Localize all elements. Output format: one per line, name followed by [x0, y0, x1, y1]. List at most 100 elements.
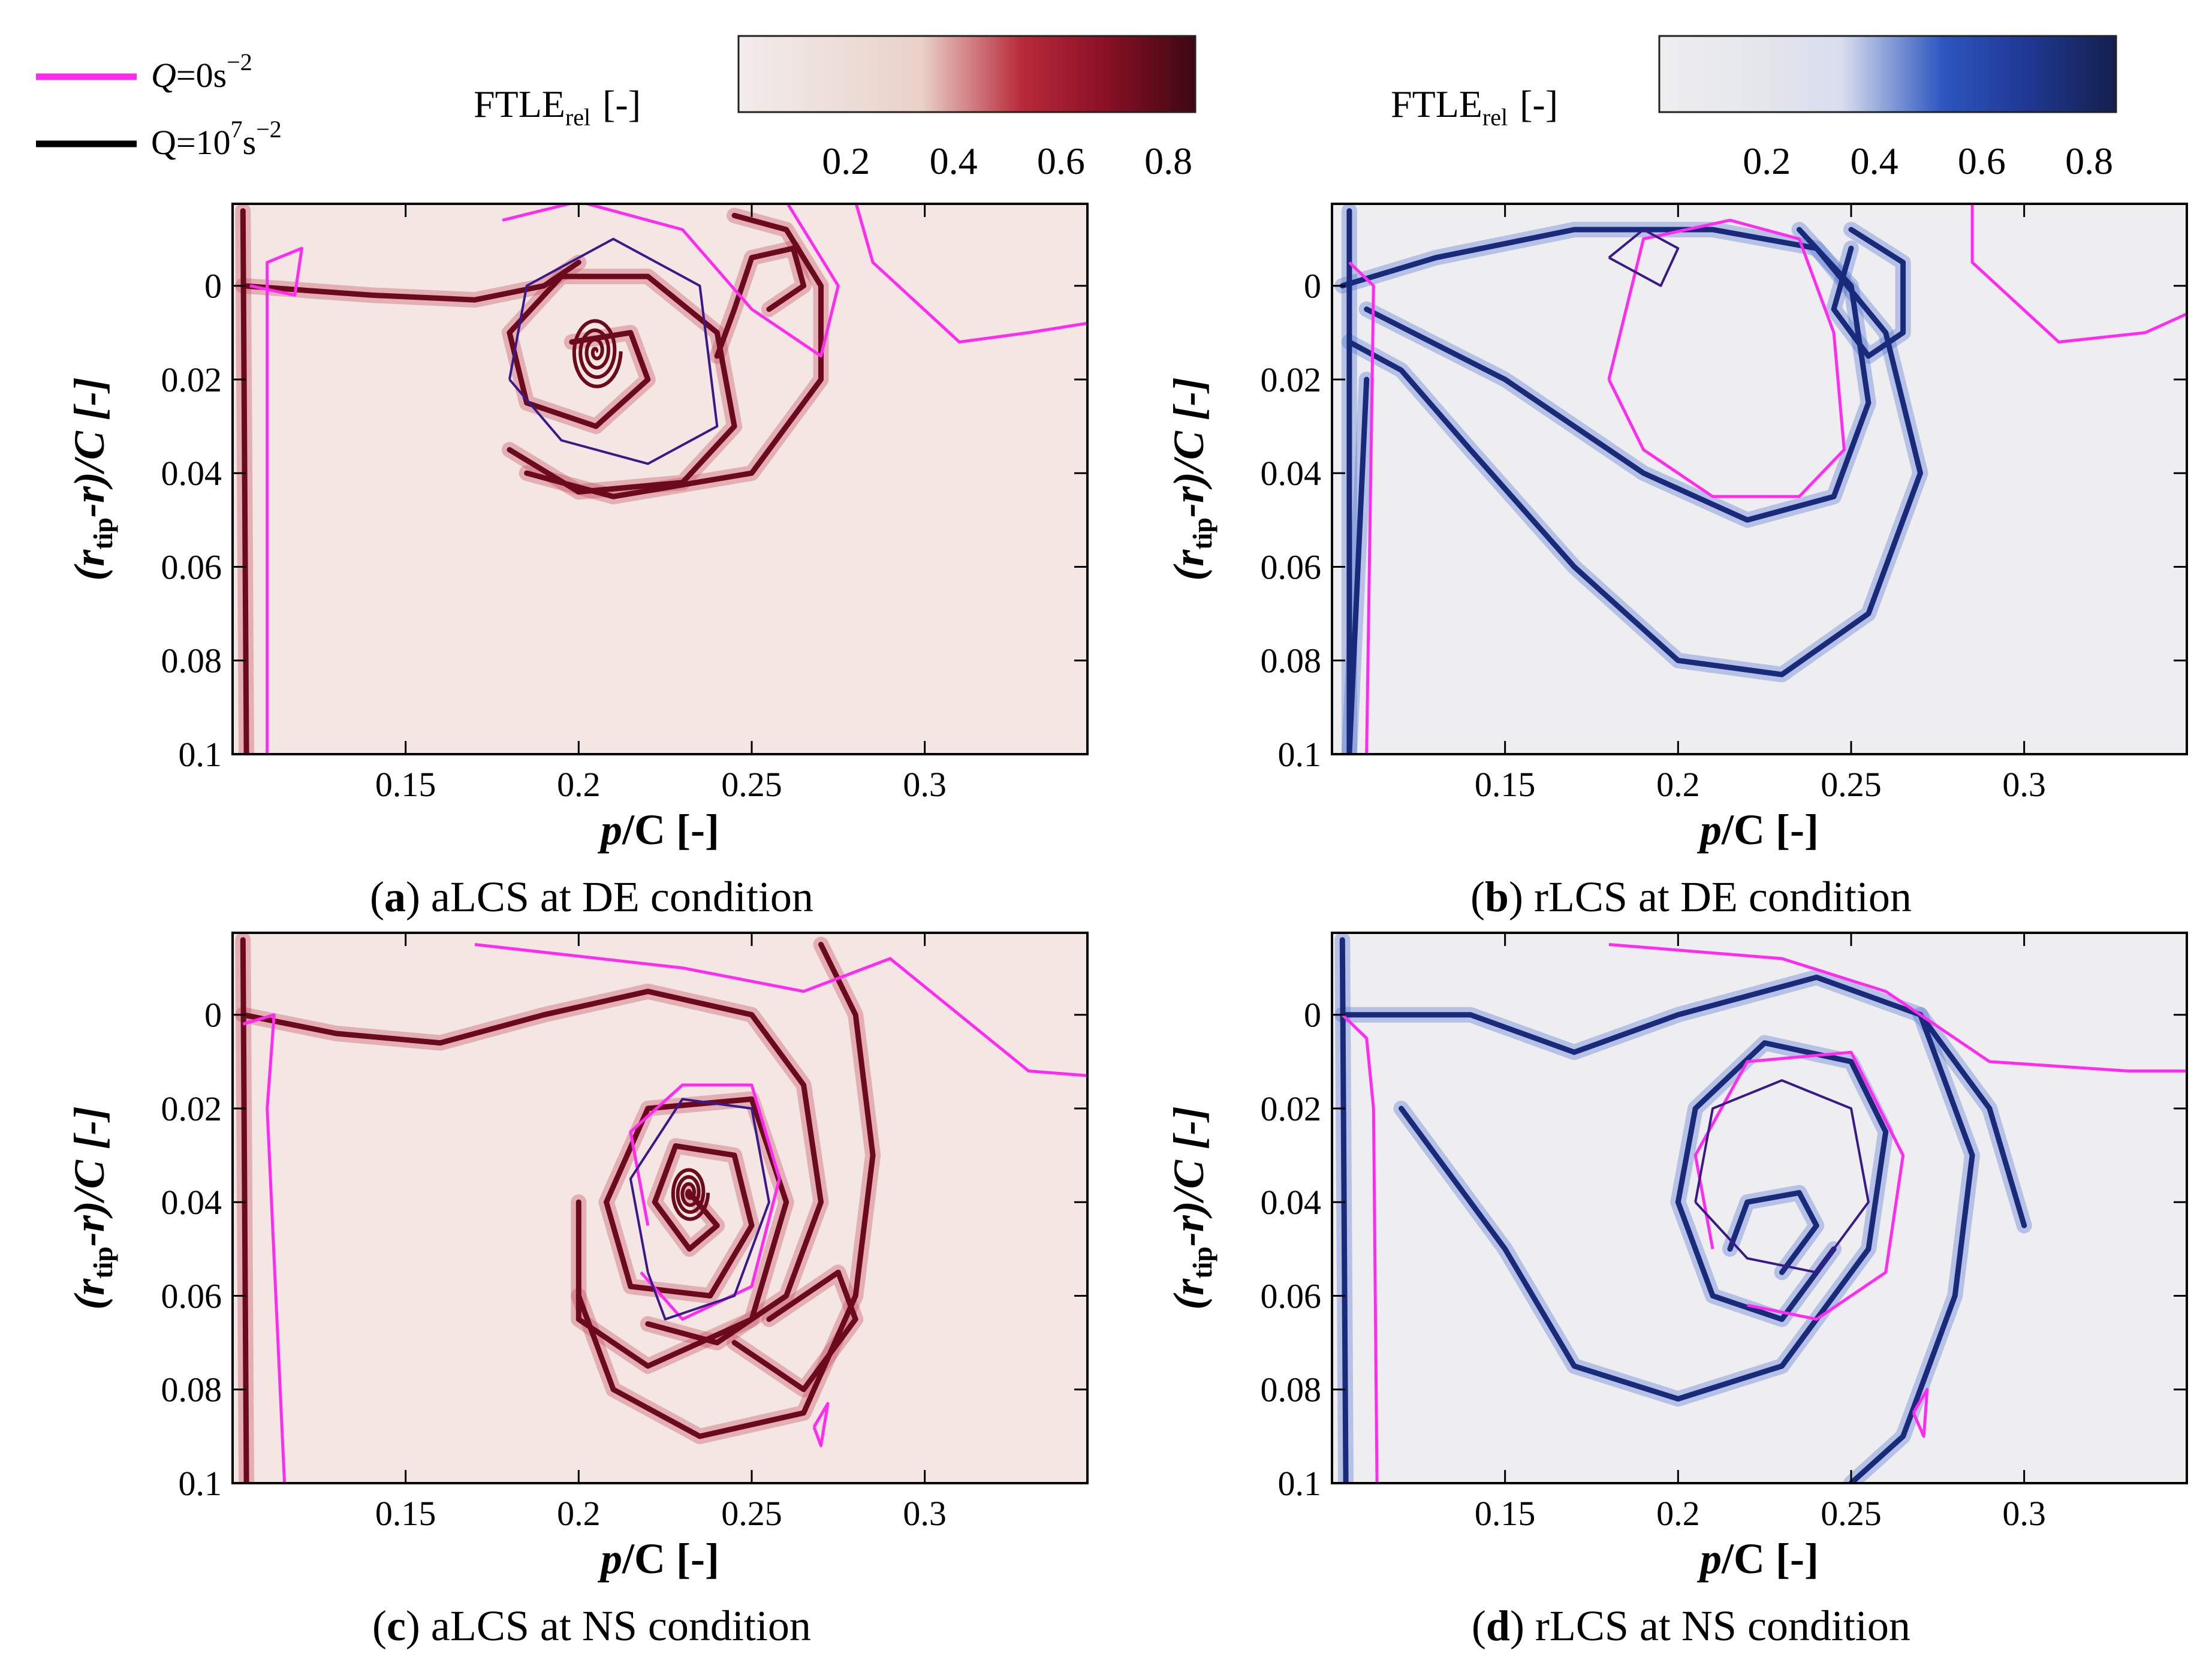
x-tick-label: 0.15: [1475, 765, 1536, 804]
x-tick-label: 0.3: [903, 1494, 947, 1533]
panels: 0.15 0.2 0.25 0.3 0 0.02 0.04 0.06 0.08 0.1 p/C [-…: [65, 203, 2188, 1650]
colorbar-red: FTLErel [-] 0.2 0.4 0.6 0.8: [474, 35, 1197, 182]
x-tick-label: 0.2: [557, 1494, 601, 1533]
ftle-ridge: [1831, 227, 1906, 359]
ftle-field: [1334, 204, 2187, 754]
q-zero-contour: [1341, 1013, 1379, 1483]
panel-caption: (b) rLCS at DE condition: [1470, 873, 1912, 921]
colorbar-red-label: FTLErel [-]: [474, 83, 641, 131]
q-zero-contour: [854, 204, 1087, 344]
x-tick-label: 0.25: [721, 765, 782, 804]
ftle-ridge: [1727, 1190, 1819, 1275]
y-tick-label: 0.08: [161, 641, 222, 680]
x-tick-label: 0.15: [1475, 1494, 1536, 1533]
x-tick-label: 0.25: [1821, 1494, 1882, 1533]
q-zero-contour: [1607, 218, 1846, 498]
ftle-field: [235, 933, 1087, 1483]
x-tick-label: 0.15: [375, 1494, 436, 1533]
colorbar-blue-bar: [1658, 35, 2117, 113]
x-tick-label: 0.2: [1656, 765, 1700, 804]
x-tick-label: 0.15: [375, 765, 436, 804]
y-tick-label: 0.04: [1261, 454, 1322, 493]
panel-caption: (d) rLCS at NS condition: [1472, 1602, 1910, 1650]
y-tick-label: 0.08: [1261, 1370, 1322, 1409]
colorbar-red-tick: 0.6: [1037, 140, 1085, 182]
y-tick-label: 0: [204, 267, 222, 306]
y-tick-label: 0.1: [1278, 735, 1322, 774]
ftle-ridge: [1339, 227, 1923, 677]
ftle-ridge: [240, 989, 824, 1346]
x-tick-label: 0.25: [721, 1494, 782, 1533]
q-high-contour: [508, 237, 719, 465]
x-tick-label: 0.25: [1821, 765, 1882, 804]
ftle-ridge: [240, 260, 581, 303]
y-tick-label: 0.02: [1261, 360, 1322, 399]
ftle-ridge: [524, 213, 824, 499]
y-tick-label: 0.06: [1261, 1276, 1322, 1315]
panel-d: 0.15 0.2 0.25 0.3 0 0.02 0.04 0.06 0.08 0.1 p/C [-…: [1165, 932, 2188, 1650]
panel-b: 0.15 0.2 0.25 0.3 0 0.02 0.04 0.06 0.08 0.1 p/C [-…: [1165, 203, 2188, 921]
ftle-ridge: [240, 208, 249, 754]
ftle-ridge: [1339, 937, 1349, 1483]
colorbar-blue-tick: 0.4: [1851, 140, 1898, 182]
y-axis-label: (rtip-r)/C [-]: [1165, 1106, 1217, 1310]
panel-a: 0.15 0.2 0.25 0.3 0 0.02 0.04 0.06 0.08 0.1 p/C [-…: [65, 203, 1089, 921]
colorbar-red-bar: [737, 35, 1197, 113]
x-tick-label: 0.3: [903, 765, 947, 804]
ftle-field: [235, 204, 1087, 754]
plot-frame: [231, 203, 1089, 755]
y-tick-label: 0.02: [1261, 1089, 1322, 1128]
colorbar-blue-tick: 0.6: [1958, 140, 2006, 182]
colorbar-red-tick: 0.8: [1144, 140, 1192, 182]
q-zero-contour: [629, 1083, 781, 1321]
y-axis-label: (rtip-r)/C [-]: [1165, 377, 1217, 581]
y-tick-label: 0.06: [161, 547, 222, 586]
plot-frame: [1331, 203, 2188, 755]
y-axis-label: (rtip-r)/C [-]: [65, 377, 118, 581]
q-legend: Q=0s−2 Q=107s−2: [36, 49, 282, 162]
x-tick-label: 0.2: [1656, 1494, 1700, 1533]
y-tick-label: 0.08: [1261, 641, 1322, 680]
panel-caption: (c) aLCS at NS condition: [372, 1602, 811, 1650]
panel-caption: (a) aLCS at DE condition: [370, 873, 813, 921]
vortex-core-spiral: [671, 1168, 710, 1221]
x-axis-label: p/C [-]: [1696, 1535, 1819, 1583]
y-tick-label: 0.06: [1261, 547, 1322, 586]
y-tick-label: 0.08: [161, 1370, 222, 1409]
q-zero-contour: [1608, 943, 2187, 1072]
vortex-core-spiral: [572, 319, 623, 388]
legend-label-q1: Q=107s−2: [151, 116, 282, 162]
q-zero-contour: [812, 1402, 830, 1447]
ftle-ridge: [714, 245, 807, 359]
plot-frame: [1331, 932, 2188, 1484]
y-tick-label: 0: [204, 996, 222, 1035]
y-tick-label: 0.04: [161, 1183, 222, 1222]
y-tick-label: 0.06: [161, 1276, 222, 1315]
q-zero-contour: [242, 1013, 287, 1483]
x-tick-label: 0.3: [2002, 1494, 2046, 1533]
y-axis-label: (rtip-r)/C [-]: [65, 1106, 118, 1310]
ftle-ridge: [731, 1269, 858, 1393]
y-tick-label: 0.02: [161, 1089, 222, 1128]
q-high-contour: [629, 1098, 770, 1321]
panel-c: 0.15 0.2 0.25 0.3 0 0.02 0.04 0.06 0.08 0.1 p/C [-…: [65, 932, 1089, 1650]
q-zero-contour: [1912, 1388, 1929, 1438]
ftle-ridge: [240, 937, 249, 1483]
y-tick-label: 0.04: [1261, 1183, 1322, 1222]
colorbar-red-tick: 0.2: [822, 140, 870, 182]
panel-field: [1332, 204, 2187, 754]
colorbar-blue-tick: 0.8: [2065, 140, 2113, 182]
x-axis-label: p/C [-]: [1696, 806, 1819, 854]
y-tick-label: 0.1: [1278, 1464, 1322, 1503]
colorbar-blue-label: FTLErel [-]: [1391, 83, 1558, 131]
ftle-ridge: [575, 1096, 789, 1369]
colorbar-blue-tick: 0.2: [1743, 140, 1791, 182]
ftle-ridge: [1399, 1040, 1889, 1402]
q-zero-contour: [1970, 204, 2187, 344]
y-tick-label: 0.1: [179, 735, 222, 774]
ftle-ridge: [1848, 1012, 1975, 1483]
y-tick-label: 0.02: [161, 360, 222, 399]
q-zero-contour: [249, 246, 303, 754]
legend-label-q0: Q=0s−2: [151, 49, 252, 95]
